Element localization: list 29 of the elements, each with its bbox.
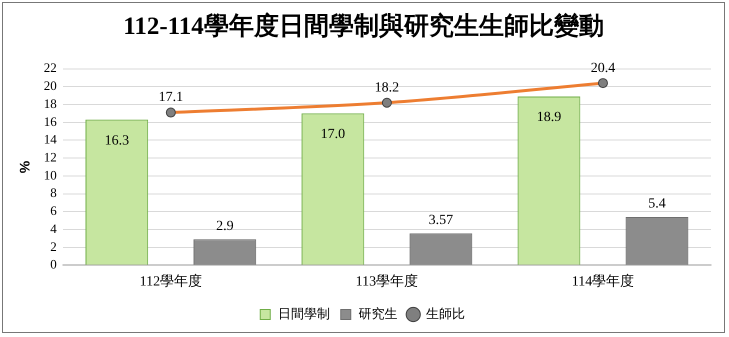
x-tick-label: 113學年度 — [356, 273, 418, 290]
y-tick-label: 22 — [44, 60, 57, 76]
x-tick-label: 112學年度 — [140, 273, 202, 290]
data-label: 17.0 — [320, 127, 346, 142]
y-tick-label: 8 — [50, 185, 57, 200]
chart-title: 112-114學年度日間學制與研究生生師比變動 — [122, 11, 605, 42]
y-tick-label: 0 — [50, 256, 57, 272]
y-tick-label: 10 — [44, 167, 57, 182]
data-label: 16.3 — [104, 133, 130, 148]
y-tick-label: 2 — [50, 238, 57, 254]
legend-label: 生師比 — [426, 306, 465, 322]
data-label: 5.4 — [648, 196, 666, 212]
y-tick-label: 12 — [44, 149, 57, 164]
x-tick-label: 114學年度 — [572, 273, 634, 290]
data-label: 18.2 — [374, 80, 400, 96]
y-tick-label: 18 — [44, 96, 57, 111]
y-axis-title: % — [16, 160, 32, 174]
data-label: 17.1 — [158, 90, 184, 106]
data-label: 20.4 — [590, 60, 616, 76]
y-tick-label: 14 — [44, 132, 58, 147]
legend-label: 研究生 — [358, 306, 398, 322]
y-tick-label: 6 — [50, 203, 58, 218]
data-label: 18.9 — [536, 110, 562, 126]
y-tick-label: 4 — [50, 220, 58, 236]
legend-label: 日間學制 — [278, 306, 330, 322]
data-label: 3.57 — [428, 213, 454, 228]
data-label: 2.9 — [216, 218, 234, 234]
y-tick-label: 16 — [44, 114, 58, 129]
y-tick-label: 20 — [44, 78, 57, 94]
